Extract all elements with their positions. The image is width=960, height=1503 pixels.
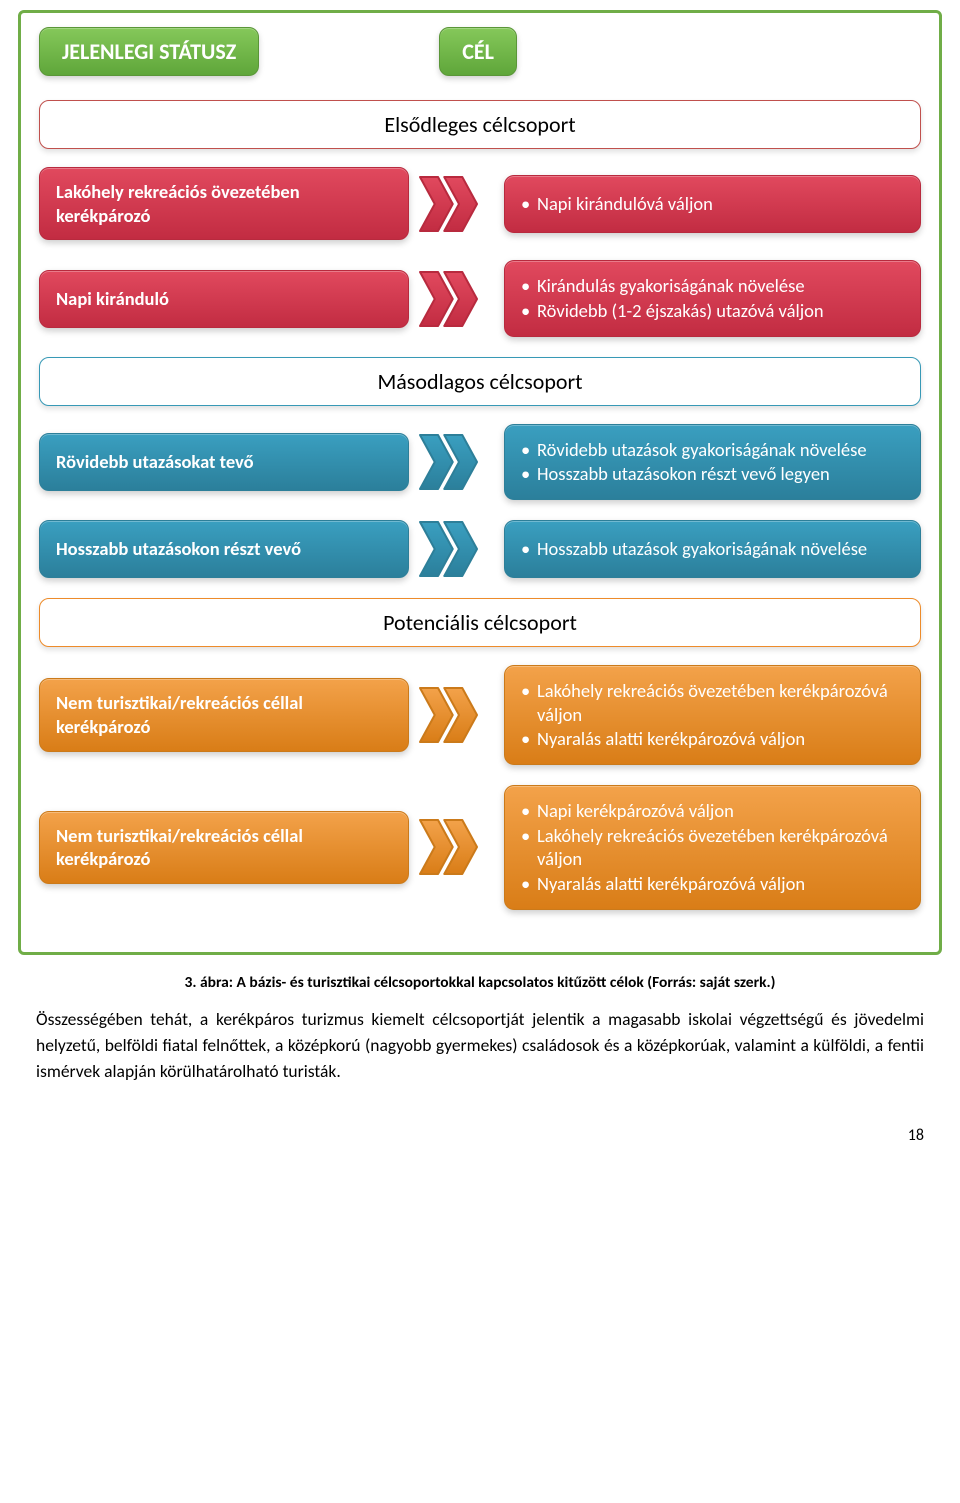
goal-item: Rövidebb utazások gyakoriságának növelés… [521, 438, 904, 462]
chevron-arrow-icon [418, 818, 496, 876]
status-box: Napi kiránduló [39, 270, 409, 328]
status-box: Hosszabb utazásokon részt vevő [39, 520, 409, 578]
goal-box: Hosszabb utazások gyakoriságának növelés… [504, 520, 921, 578]
goal-box: Napi kirándulóvá váljon [504, 175, 921, 233]
goal-item: Rövidebb (1-2 éjszakás) utazóvá váljon [521, 299, 904, 323]
goal-item: Hosszabb utazások gyakoriságának növelés… [521, 537, 904, 561]
diagram-row: Nem turisztikai/rekreációs céllal kerékp… [39, 785, 921, 910]
header-row: JELENLEGI STÁTUSZ CÉL [39, 27, 921, 76]
chevron-arrow-icon [418, 433, 496, 491]
goal-box: Napi kerékpározóvá váljonLakóhely rekreá… [504, 785, 921, 910]
goal-item: Lakóhely rekreációs övezetében kerékpáro… [521, 679, 904, 726]
goal-item: Nyaralás alatti kerékpározóvá váljon [521, 727, 904, 751]
chevron-arrow-icon [418, 270, 496, 328]
status-box: Nem turisztikai/rekreációs céllal kerékp… [39, 678, 409, 751]
diagram-row: Lakóhely rekreációs övezetében kerékpáro… [39, 167, 921, 240]
goal-box: Rövidebb utazások gyakoriságának növelés… [504, 424, 921, 500]
header-status: JELENLEGI STÁTUSZ [39, 27, 259, 76]
chevron-arrow-icon [418, 686, 496, 744]
diagram-row: Napi kiránduló Kirándulás gyakoriságának… [39, 260, 921, 336]
chevron-arrow-icon [418, 175, 496, 233]
section-band: Másodlagos célcsoport [39, 357, 921, 406]
goal-box: Lakóhely rekreációs övezetében kerékpáro… [504, 665, 921, 765]
status-box: Lakóhely rekreációs övezetében kerékpáro… [39, 167, 409, 240]
goal-item: Napi kirándulóvá váljon [521, 192, 904, 216]
diagram-row: Nem turisztikai/rekreációs céllal kerékp… [39, 665, 921, 765]
header-goal: CÉL [439, 27, 517, 76]
body-text-region: 3. ábra: A bázis- és turisztikai célcsop… [36, 973, 924, 1085]
goal-item: Kirándulás gyakoriságának növelése [521, 274, 904, 298]
goal-box: Kirándulás gyakoriságának növeléseRövide… [504, 260, 921, 336]
status-box: Rövidebb utazásokat tevő [39, 433, 409, 491]
diagram-frame: JELENLEGI STÁTUSZ CÉL Elsődleges célcsopor… [18, 10, 942, 955]
section-band: Potenciális célcsoport [39, 598, 921, 647]
status-box: Nem turisztikai/rekreációs céllal kerékp… [39, 811, 409, 884]
figure-caption: 3. ábra: A bázis- és turisztikai célcsop… [36, 973, 924, 992]
paragraph-body: Összességében tehát, a kerékpáros turizm… [36, 1006, 924, 1085]
diagram-row: Hosszabb utazásokon részt vevő Hosszabb … [39, 520, 921, 578]
chevron-arrow-icon [418, 520, 496, 578]
goal-item: Nyaralás alatti kerékpározóvá váljon [521, 872, 904, 896]
diagram-row: Rövidebb utazásokat tevő Rövidebb utazás… [39, 424, 921, 500]
page-number: 18 [0, 1126, 924, 1145]
goal-item: Lakóhely rekreációs övezetében kerékpáro… [521, 824, 904, 871]
goal-item: Hosszabb utazásokon részt vevő legyen [521, 462, 904, 486]
goal-item: Napi kerékpározóvá váljon [521, 799, 904, 823]
section-band: Elsődleges célcsoport [39, 100, 921, 149]
